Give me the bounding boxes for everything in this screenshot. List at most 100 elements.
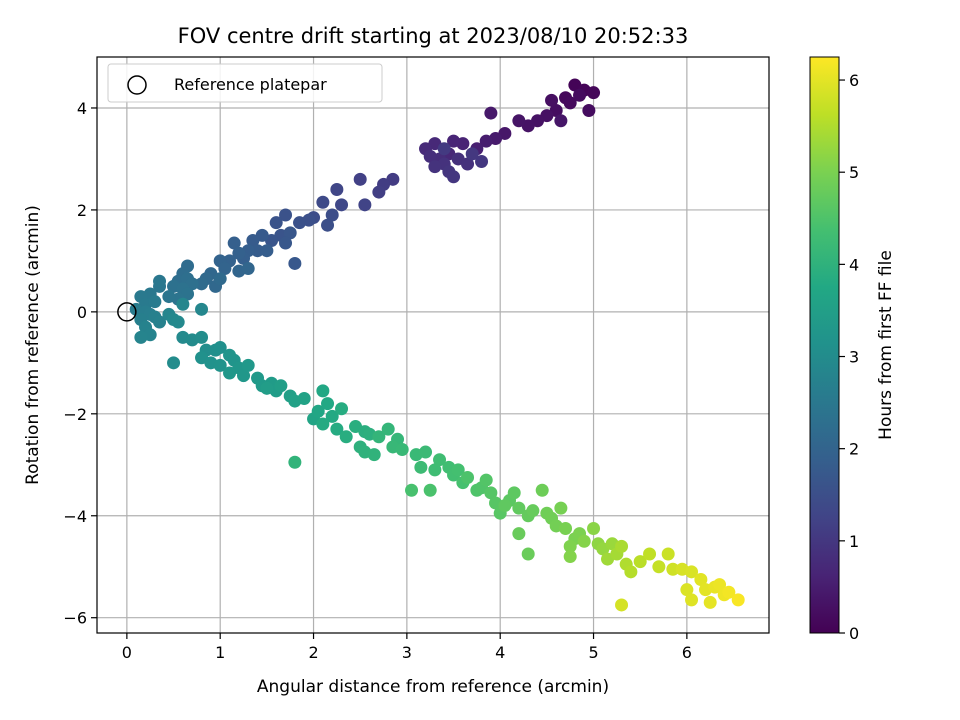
scatter-point [335, 402, 349, 416]
grid [97, 57, 769, 633]
scatter-point [227, 236, 241, 250]
scatter-point [395, 442, 409, 456]
scatter-point [367, 448, 381, 462]
scatter-point [423, 149, 437, 163]
scatter-point [685, 593, 699, 607]
scatter-point [447, 170, 461, 184]
reference-platepar-marker [117, 302, 137, 322]
scatter-point [559, 522, 573, 536]
legend-marker-icon [127, 75, 147, 95]
scatter-point [507, 486, 521, 500]
colorbar-tick-label: 3 [849, 348, 859, 367]
scatter-point [274, 379, 288, 393]
y-tick-label: 4 [77, 99, 87, 118]
scatter-point [643, 547, 657, 561]
axis-ticks: 0 1 2 3 4 5 6 −6 −4 −2 0 2 4 [63, 99, 692, 662]
scatter-point [694, 572, 708, 586]
scatter-point [316, 384, 330, 398]
scatter-point [587, 86, 601, 100]
y-tick-label: 2 [77, 201, 87, 220]
legend-label: Reference platepar [174, 75, 327, 94]
colorbar-tick-label: 0 [849, 624, 859, 643]
scatter-point [624, 565, 638, 579]
scatter-point [325, 208, 339, 222]
scatter-point [232, 246, 246, 260]
x-tick-label: 1 [215, 643, 225, 662]
scatter-point [563, 539, 577, 553]
scatter-point [433, 453, 447, 467]
scatter-point [213, 341, 227, 355]
scatter-point [353, 172, 367, 186]
scatter-point [484, 106, 498, 120]
scatter-point [563, 550, 577, 564]
scatter-point [465, 147, 479, 161]
scatter-point [545, 93, 559, 107]
legend-box [107, 63, 383, 103]
scatter-point [246, 234, 260, 248]
scatter-point [279, 236, 293, 250]
scatter-point [297, 392, 311, 406]
scatter-point [661, 547, 675, 561]
scatter-point [176, 297, 190, 311]
scatter-point [405, 483, 419, 497]
scatter-point [195, 302, 209, 316]
scatter-point [479, 134, 493, 148]
scatter-point [587, 522, 601, 536]
scatter-point [311, 404, 325, 418]
scatter-point [437, 142, 451, 156]
scatter-point [573, 88, 587, 102]
colorbar-tick-label: 1 [849, 532, 859, 551]
scatter-point [554, 501, 568, 515]
scatter-point [153, 274, 167, 288]
colorbar [809, 56, 840, 634]
scatter-point [325, 409, 339, 423]
y-axis-label: Rotation from reference (arcmin) [23, 205, 43, 485]
scatter-point [475, 154, 489, 168]
scatter-point [428, 160, 442, 174]
scatter-point [288, 455, 302, 469]
scatter-point [419, 445, 433, 459]
data-points [129, 78, 745, 612]
scatter-point [195, 277, 209, 291]
y-tick-label: −2 [63, 405, 87, 424]
scatter-point [381, 422, 395, 436]
scatter-point [447, 134, 461, 148]
scatter-point [339, 430, 353, 444]
scatter-point [251, 244, 265, 258]
scatter-point [167, 356, 181, 370]
scatter-point [428, 463, 442, 477]
x-tick-label: 2 [308, 643, 318, 662]
scatter-point [162, 290, 176, 304]
scatter-point [414, 460, 428, 474]
scatter-point [293, 216, 307, 230]
scatter-point [498, 499, 512, 513]
legend: Reference platepar [107, 63, 383, 103]
scatter-point [148, 295, 162, 309]
scatter-point [316, 195, 330, 209]
scatter-point [451, 463, 465, 477]
scatter-point [666, 562, 680, 576]
scatter-point [633, 555, 647, 569]
scatter-point [512, 114, 526, 128]
scatter-point [372, 430, 386, 444]
scatter-point [484, 486, 498, 500]
scatter-point [577, 534, 591, 548]
scatter-point [512, 527, 526, 541]
colorbar-tick-label: 6 [849, 71, 859, 90]
x-tick-label: 4 [495, 643, 505, 662]
scatter-point [335, 198, 349, 212]
x-tick-label: 5 [588, 643, 598, 662]
scatter-point [358, 198, 372, 212]
scatter-point [512, 501, 526, 515]
colorbar-tick-label: 2 [849, 440, 859, 459]
scatter-point [316, 417, 330, 431]
scatter-point [321, 397, 335, 411]
plot-frame [96, 56, 770, 634]
scatter-point [685, 565, 699, 579]
scatter-point [563, 96, 577, 110]
colorbar-tick-label: 5 [849, 163, 859, 182]
scatter-point [279, 208, 293, 222]
scatter-point [526, 504, 540, 518]
scatter-point [330, 422, 344, 436]
